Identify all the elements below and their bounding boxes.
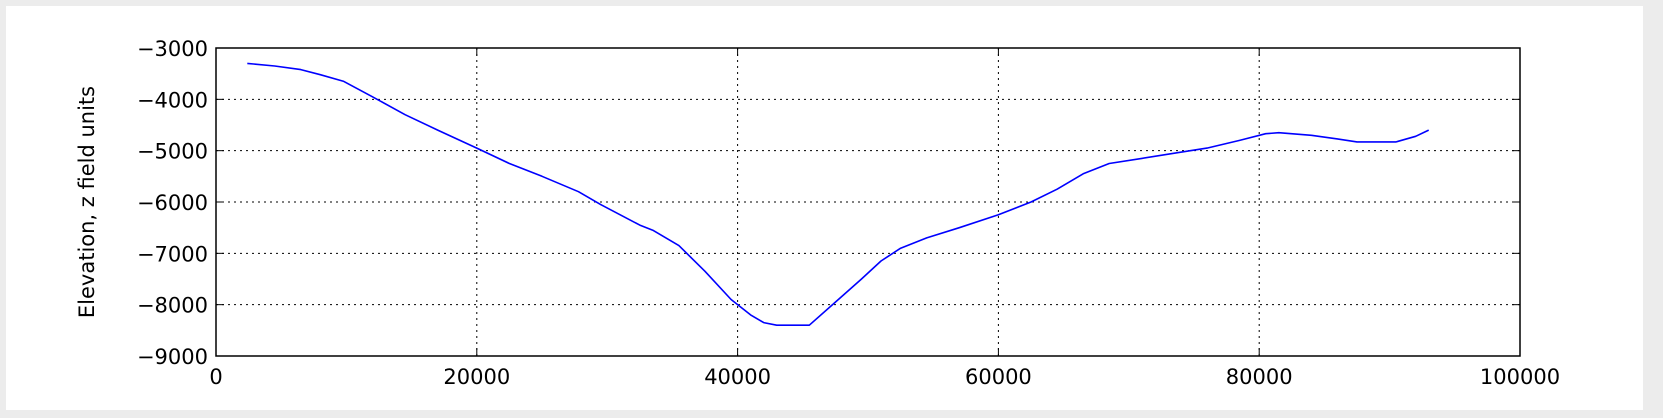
x-tick-label: 80000 bbox=[1226, 365, 1293, 389]
series-line bbox=[247, 62, 1430, 327]
series-layer bbox=[247, 62, 1430, 327]
figure-canvas bbox=[6, 6, 1643, 410]
y-tick-label: −3000 bbox=[137, 37, 208, 61]
grid-lines bbox=[216, 48, 1520, 356]
x-tick-label: 0 bbox=[209, 365, 222, 389]
y-tick-label: −6000 bbox=[137, 191, 208, 215]
y-tick-label: −8000 bbox=[137, 294, 208, 318]
y-tick-label: −7000 bbox=[137, 242, 208, 266]
y-axis-label: Elevation, z field units bbox=[75, 86, 99, 318]
x-tick-label: 100000 bbox=[1480, 365, 1560, 389]
x-tick-label: 60000 bbox=[965, 365, 1032, 389]
y-tick-label: −4000 bbox=[137, 88, 208, 112]
plot-frame bbox=[215, 47, 1521, 357]
tick-marks bbox=[215, 47, 1521, 357]
y-tick-label: −9000 bbox=[137, 345, 208, 369]
y-tick-label: −5000 bbox=[137, 140, 208, 164]
x-tick-label: 40000 bbox=[704, 365, 771, 389]
x-tick-label: 20000 bbox=[443, 365, 510, 389]
tick-labels: 0 20000 40000 60000 80000 100000 −3000 −4000 −50… bbox=[137, 37, 1560, 389]
